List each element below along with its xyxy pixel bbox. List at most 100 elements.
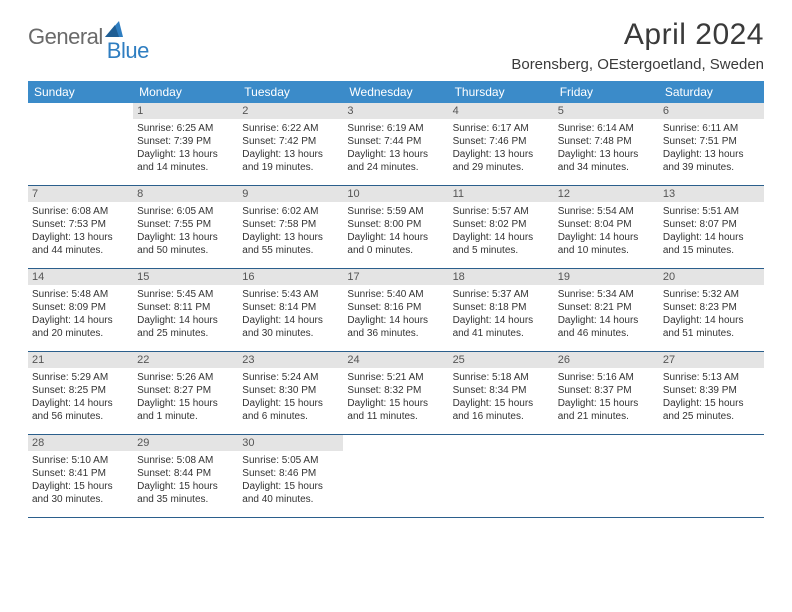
sunrise-text: Sunrise: 6:11 AM (663, 122, 760, 135)
day-cell: 19Sunrise: 5:34 AMSunset: 8:21 PMDayligh… (554, 269, 659, 351)
day-number: 28 (28, 435, 133, 451)
day-cell: 22Sunrise: 5:26 AMSunset: 8:27 PMDayligh… (133, 352, 238, 434)
daylight-text-2: and 11 minutes. (347, 410, 444, 423)
daylight-text-1: Daylight: 13 hours (558, 148, 655, 161)
weekday-header: Monday (133, 81, 238, 103)
sunrise-text: Sunrise: 5:43 AM (242, 288, 339, 301)
daylight-text-1: Daylight: 13 hours (347, 148, 444, 161)
daylight-text-2: and 25 minutes. (663, 410, 760, 423)
daylight-text-2: and 16 minutes. (453, 410, 550, 423)
sunrise-text: Sunrise: 5:08 AM (137, 454, 234, 467)
sunset-text: Sunset: 7:55 PM (137, 218, 234, 231)
day-number: 8 (133, 186, 238, 202)
location-text: Borensberg, OEstergoetland, Sweden (511, 56, 764, 73)
day-cell: 20Sunrise: 5:32 AMSunset: 8:23 PMDayligh… (659, 269, 764, 351)
day-number: 10 (343, 186, 448, 202)
day-cell: 14 Sunrise: 5:48 AMSunset: 8:09 PMDayligh… (28, 269, 133, 351)
day-number: 26 (554, 352, 659, 368)
header: General Blue April 2024 Borensberg, OEst… (28, 18, 764, 73)
daylight-text-2: and 29 minutes. (453, 161, 550, 174)
day-cell: 30Sunrise: 5:05 AMSunset: 8:46 PMDayligh… (238, 435, 343, 517)
daylight-text-1: Daylight: 14 hours (32, 314, 129, 327)
sunrise-text: Sunrise: 5:13 AM (663, 371, 760, 384)
week-row: 21Sunrise: 5:29 AMSunset: 8:25 PMDayligh… (28, 352, 764, 435)
sunset-text: Sunset: 8:44 PM (137, 467, 234, 480)
month-title: April 2024 (511, 18, 764, 52)
weeks-container: 1Sunrise: 6:25 AMSunset: 7:39 PMDaylight… (28, 103, 764, 518)
sunrise-text: Sunrise: 6:25 AM (137, 122, 234, 135)
daylight-text-2: and 30 minutes. (32, 493, 129, 506)
day-number: 21 (28, 352, 133, 368)
sunset-text: Sunset: 8:09 PM (32, 301, 129, 314)
sunset-text: Sunset: 8:14 PM (242, 301, 339, 314)
sunset-text: Sunset: 7:48 PM (558, 135, 655, 148)
daylight-text-2: and 19 minutes. (242, 161, 339, 174)
day-number: 15 (133, 269, 238, 285)
day-number: 3 (343, 103, 448, 119)
daylight-text-1: Daylight: 13 hours (242, 231, 339, 244)
daylight-text-1: Daylight: 15 hours (137, 397, 234, 410)
sunrise-text: Sunrise: 5:59 AM (347, 205, 444, 218)
sunset-text: Sunset: 8:25 PM (32, 384, 129, 397)
daylight-text-1: Daylight: 13 hours (137, 231, 234, 244)
sunset-text: Sunset: 7:53 PM (32, 218, 129, 231)
sunset-text: Sunset: 8:34 PM (453, 384, 550, 397)
day-number: 18 (449, 269, 554, 285)
day-cell (554, 435, 659, 517)
day-cell: 18Sunrise: 5:37 AMSunset: 8:18 PMDayligh… (449, 269, 554, 351)
day-number: 6 (659, 103, 764, 119)
day-number: 19 (554, 269, 659, 285)
sunset-text: Sunset: 8:39 PM (663, 384, 760, 397)
week-row: 14Sunrise: 5:48 AMSunset: 8:09 PMDayligh… (28, 269, 764, 352)
day-cell: 25Sunrise: 5:18 AMSunset: 8:34 PMDayligh… (449, 352, 554, 434)
daylight-text-1: Daylight: 15 hours (558, 397, 655, 410)
daylight-text-1: Daylight: 14 hours (558, 314, 655, 327)
day-cell: 24Sunrise: 5:21 AMSunset: 8:32 PMDayligh… (343, 352, 448, 434)
sunrise-text: Sunrise: 6:05 AM (137, 205, 234, 218)
day-number: 25 (449, 352, 554, 368)
sunrise-text: Sunrise: 5:48 AM (32, 288, 129, 301)
daylight-text-2: and 40 minutes. (242, 493, 339, 506)
day-cell: 6Sunrise: 6:11 AMSunset: 7:51 PMDaylight… (659, 103, 764, 185)
day-number: 14 (28, 269, 133, 285)
daylight-text-1: Daylight: 13 hours (242, 148, 339, 161)
weekday-header: Saturday (659, 81, 764, 103)
day-cell: 27Sunrise: 5:13 AMSunset: 8:39 PMDayligh… (659, 352, 764, 434)
daylight-text-2: and 41 minutes. (453, 327, 550, 340)
weekday-header: Thursday (449, 81, 554, 103)
day-cell (659, 435, 764, 517)
daylight-text-1: Daylight: 15 hours (242, 480, 339, 493)
week-row: 1Sunrise: 6:25 AMSunset: 7:39 PMDaylight… (28, 103, 764, 186)
weekday-header: Wednesday (343, 81, 448, 103)
day-cell: 1Sunrise: 6:25 AMSunset: 7:39 PMDaylight… (133, 103, 238, 185)
sunrise-text: Sunrise: 6:08 AM (32, 205, 129, 218)
day-cell: 17Sunrise: 5:40 AMSunset: 8:16 PMDayligh… (343, 269, 448, 351)
sunset-text: Sunset: 7:42 PM (242, 135, 339, 148)
daylight-text-1: Daylight: 15 hours (347, 397, 444, 410)
day-cell: 7Sunrise: 6:08 AMSunset: 7:53 PMDaylight… (28, 186, 133, 268)
daylight-text-2: and 15 minutes. (663, 244, 760, 257)
day-number: 20 (659, 269, 764, 285)
day-cell: 3Sunrise: 6:19 AMSunset: 7:44 PMDaylight… (343, 103, 448, 185)
sunset-text: Sunset: 7:46 PM (453, 135, 550, 148)
day-number: 12 (554, 186, 659, 202)
sunrise-text: Sunrise: 6:02 AM (242, 205, 339, 218)
day-number: 23 (238, 352, 343, 368)
daylight-text-2: and 21 minutes. (558, 410, 655, 423)
sunset-text: Sunset: 8:00 PM (347, 218, 444, 231)
day-cell (449, 435, 554, 517)
day-cell: 16Sunrise: 5:43 AMSunset: 8:14 PMDayligh… (238, 269, 343, 351)
sunrise-text: Sunrise: 5:26 AM (137, 371, 234, 384)
weekday-header: Friday (554, 81, 659, 103)
sunset-text: Sunset: 8:41 PM (32, 467, 129, 480)
daylight-text-2: and 6 minutes. (242, 410, 339, 423)
daylight-text-1: Daylight: 14 hours (347, 231, 444, 244)
day-cell: 28Sunrise: 5:10 AMSunset: 8:41 PMDayligh… (28, 435, 133, 517)
sunset-text: Sunset: 8:27 PM (137, 384, 234, 397)
daylight-text-2: and 5 minutes. (453, 244, 550, 257)
day-cell: 26Sunrise: 5:16 AMSunset: 8:37 PMDayligh… (554, 352, 659, 434)
weekday-header: Tuesday (238, 81, 343, 103)
day-cell: 12Sunrise: 5:54 AMSunset: 8:04 PMDayligh… (554, 186, 659, 268)
sunset-text: Sunset: 8:02 PM (453, 218, 550, 231)
daylight-text-1: Daylight: 15 hours (663, 397, 760, 410)
